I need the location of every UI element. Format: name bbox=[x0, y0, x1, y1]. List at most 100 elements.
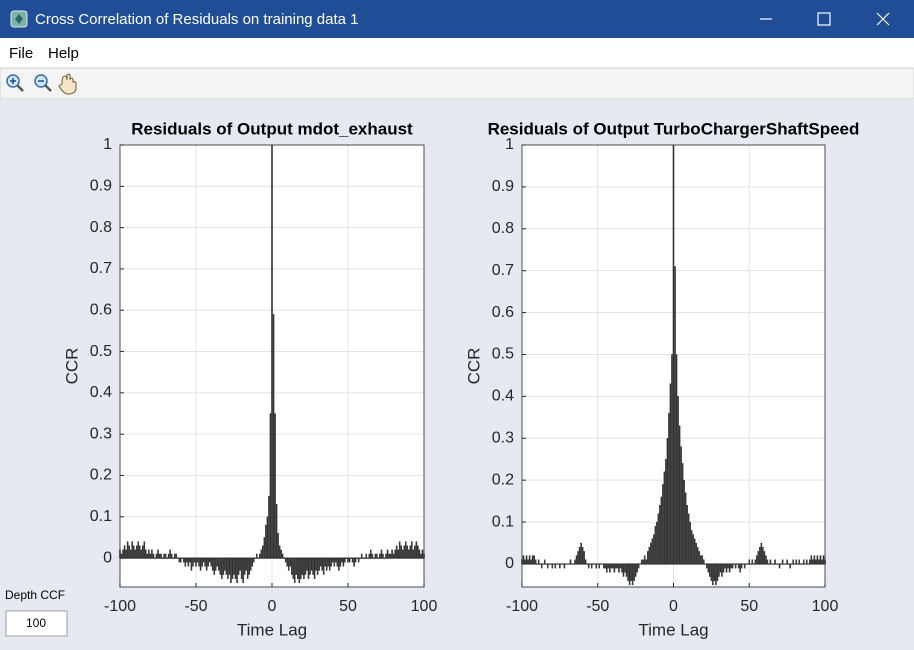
y-axis-label: CCR bbox=[62, 348, 81, 385]
zoom-out-button[interactable] bbox=[34, 74, 52, 92]
bar bbox=[120, 553, 123, 559]
bar bbox=[386, 549, 389, 559]
bar bbox=[557, 563, 560, 565]
bar bbox=[122, 549, 124, 559]
bar bbox=[297, 557, 299, 579]
bar bbox=[613, 563, 616, 573]
bar bbox=[618, 563, 620, 573]
bar bbox=[734, 563, 737, 569]
bar bbox=[167, 553, 170, 559]
bar bbox=[192, 557, 194, 567]
bar bbox=[742, 563, 744, 565]
x-tick-label: 50 bbox=[740, 598, 758, 615]
bar bbox=[198, 557, 200, 567]
bar bbox=[616, 563, 619, 569]
bar bbox=[341, 557, 343, 563]
bar bbox=[757, 551, 760, 565]
toolbar bbox=[0, 67, 914, 100]
bar bbox=[183, 557, 185, 563]
bar bbox=[756, 555, 758, 565]
bar bbox=[383, 557, 386, 559]
bar bbox=[671, 354, 673, 565]
x-tick-label: -50 bbox=[184, 598, 207, 615]
depth-input-value: 100 bbox=[26, 616, 46, 630]
bar bbox=[527, 559, 529, 565]
bar bbox=[275, 504, 278, 559]
x-tick-label: 100 bbox=[411, 598, 438, 615]
bar bbox=[763, 551, 766, 565]
bar bbox=[810, 555, 813, 565]
bar bbox=[772, 563, 775, 565]
bar bbox=[199, 557, 202, 571]
bar bbox=[146, 553, 149, 559]
bar bbox=[280, 549, 282, 559]
bar bbox=[525, 555, 528, 565]
close-button[interactable] bbox=[876, 12, 890, 26]
bar bbox=[553, 563, 555, 565]
menu-item[interactable]: Help bbox=[48, 45, 79, 62]
bar bbox=[397, 549, 399, 559]
bar bbox=[152, 553, 155, 559]
y-tick-label: 0.7 bbox=[492, 262, 514, 279]
bar bbox=[219, 557, 222, 575]
bar bbox=[315, 557, 317, 571]
bar bbox=[292, 557, 295, 579]
bar bbox=[606, 563, 608, 573]
bar bbox=[187, 557, 190, 567]
bar bbox=[143, 541, 146, 559]
bar bbox=[400, 545, 402, 559]
maximize-button[interactable] bbox=[817, 12, 831, 26]
bar bbox=[149, 553, 152, 559]
bar bbox=[319, 557, 322, 567]
chart-title: Residuals of Output TurboChargerShaftSpe… bbox=[488, 119, 860, 138]
bar bbox=[248, 557, 250, 575]
bar bbox=[362, 557, 364, 559]
bar bbox=[593, 563, 596, 565]
menu-bar bbox=[0, 38, 914, 68]
bar bbox=[807, 563, 810, 565]
bar bbox=[210, 557, 212, 567]
bar bbox=[619, 563, 622, 569]
bar bbox=[128, 545, 130, 559]
bar bbox=[365, 553, 368, 559]
bar bbox=[640, 559, 643, 565]
bar bbox=[610, 563, 613, 569]
bar bbox=[403, 545, 406, 559]
pan-button[interactable] bbox=[58, 73, 77, 95]
bar bbox=[615, 563, 617, 569]
bar bbox=[657, 513, 660, 565]
bar bbox=[524, 559, 526, 565]
y-tick-label: 0.9 bbox=[492, 178, 514, 195]
bar bbox=[737, 563, 740, 569]
bar bbox=[169, 549, 171, 559]
depth-input[interactable] bbox=[5, 610, 68, 637]
bar bbox=[569, 559, 572, 565]
bar bbox=[577, 551, 579, 565]
bar bbox=[562, 563, 564, 565]
bar bbox=[574, 559, 576, 565]
bar bbox=[306, 557, 308, 571]
bar bbox=[193, 557, 196, 563]
bar bbox=[651, 538, 654, 565]
bar bbox=[263, 537, 266, 559]
bar bbox=[316, 557, 319, 575]
axes-box bbox=[119, 144, 425, 588]
bar bbox=[318, 557, 320, 571]
bar bbox=[186, 557, 188, 563]
bar bbox=[290, 557, 293, 575]
bar bbox=[388, 553, 390, 559]
bar bbox=[780, 563, 782, 565]
bar bbox=[571, 563, 573, 565]
bar bbox=[415, 541, 418, 559]
zoom-in-button[interactable] bbox=[6, 74, 24, 92]
bar bbox=[354, 557, 357, 563]
x-tick-label: -100 bbox=[506, 598, 538, 615]
y-tick-label: 0 bbox=[505, 555, 514, 572]
bar bbox=[327, 557, 330, 567]
bar bbox=[778, 563, 781, 569]
bar bbox=[762, 546, 764, 565]
bar bbox=[170, 553, 173, 559]
menu-item[interactable]: File bbox=[9, 45, 33, 62]
bar bbox=[709, 563, 711, 577]
